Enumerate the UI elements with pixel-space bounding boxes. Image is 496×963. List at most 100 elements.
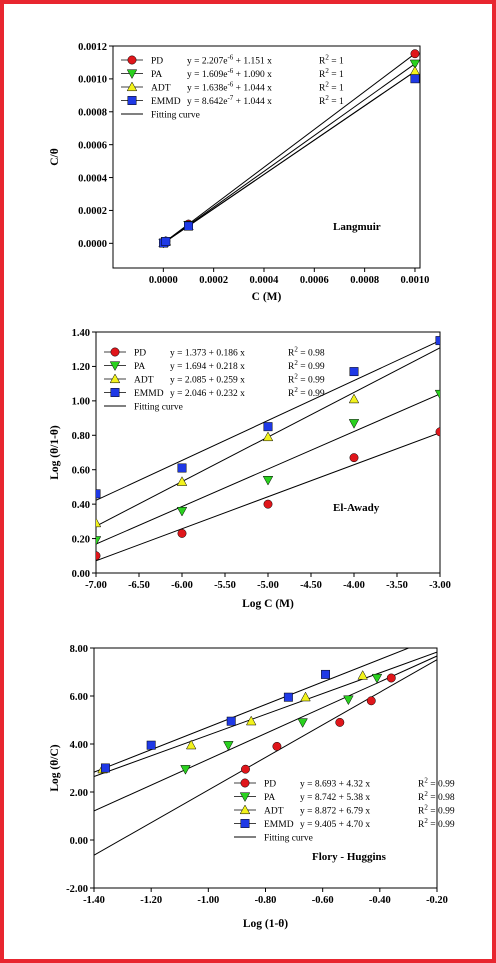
point-pa (223, 741, 234, 751)
legend-equation-base: y = 8.693 + 4.32 x (300, 779, 370, 789)
legend-r-exponent: 2 (424, 790, 428, 798)
plot-frame (112, 45, 421, 269)
legend-equation-base: y = 8.872 + 6.79 x (300, 806, 370, 816)
legend-marker-pd (127, 55, 137, 65)
point-pa (348, 419, 360, 429)
legend-r-label: R (418, 820, 425, 830)
point-emmd (184, 221, 193, 231)
y-tick-label: 0.60 (72, 466, 90, 477)
legend-marker-emmd (110, 388, 120, 397)
legend-equation: y = 2.207e-6 + 1.151 x (187, 53, 272, 66)
legend-r-exponent: 2 (294, 359, 298, 367)
point-pa (96, 536, 102, 546)
point-adt (409, 65, 420, 76)
y-tick-label: 0.0008 (78, 108, 107, 119)
legend-equation: y = 1.638e-6 + 1.044 x (187, 80, 272, 93)
legend-r-exponent: 2 (325, 80, 329, 88)
point-pa (409, 59, 420, 70)
legend-equation: y = 9.405 + 4.70 x (300, 820, 370, 830)
x-tick-label: 0.0006 (300, 275, 329, 286)
legend-r-label: R (288, 389, 295, 399)
point-pd (335, 717, 345, 727)
x-tick-label: -1.40 (83, 895, 105, 906)
legend-equation-base: y = 2.085 + 0.259 x (170, 375, 245, 385)
y-tick-label: 0.00 (72, 569, 90, 580)
x-tick-label: -0.20 (426, 895, 448, 906)
legend-r-label: R (319, 70, 326, 80)
legend-r-exponent: 2 (294, 345, 298, 353)
y-axis-label: C/θ (49, 148, 61, 166)
y-tick-label: 1.40 (72, 328, 90, 339)
fit-line-pa (163, 63, 416, 244)
legend-series-name: ADT (151, 83, 171, 93)
y-tick-label: 0.40 (72, 500, 90, 511)
x-tick-label: -1.00 (197, 895, 219, 906)
legend-r-label: R (319, 97, 326, 107)
point-pa (371, 673, 383, 684)
legend-equation-base: y = 1.694 + 0.218 x (170, 362, 245, 372)
fit-line-adt (94, 659, 437, 856)
legend-r-squared: R2 = 0.99 (288, 359, 325, 372)
point-adt (357, 670, 368, 680)
legend-equation: y = 1.694 + 0.218 x (170, 362, 245, 372)
x-tick-label: -6.50 (128, 580, 150, 591)
legend-r-squared: R2 = 0.99 (288, 372, 325, 385)
fit-line-pd (96, 432, 440, 562)
legend-r-value: = 0.99 (298, 389, 325, 399)
point-pa (343, 695, 354, 706)
legend-equation-exponent: -7 (227, 94, 233, 102)
chart-el-awady: -7.00 -6.50 -6.00 -5.50 -5.00 -4.50 -4.00 -3.50… (49, 328, 451, 610)
legend-series-name: PD (264, 779, 276, 789)
legend-r-value: = 0.99 (298, 375, 325, 385)
point-pd (386, 673, 396, 683)
x-tick-label: 0.0004 (250, 275, 280, 286)
point-pd (96, 551, 101, 561)
legend-equation: y = 1.373 + 0.186 x (170, 348, 245, 358)
y-tick-label: 1.00 (72, 397, 90, 408)
legend-series-name: PD (151, 56, 163, 66)
x-tick-label: -4.50 (300, 580, 322, 591)
legend-r-exponent: 2 (294, 386, 298, 394)
legend-series-name: PA (134, 362, 145, 372)
y-tick-label: 2.00 (70, 788, 88, 799)
legend-r-value: = 1 (329, 83, 344, 93)
legend-r-exponent: 2 (325, 53, 329, 61)
point-adt (245, 715, 257, 726)
point-emmd (263, 422, 273, 432)
legend-marker-adt (126, 81, 138, 92)
legend-equation: y = 2.085 + 0.259 x (170, 375, 245, 385)
point-emmd (226, 716, 236, 726)
legend-equation-base: y = 2.207e (187, 56, 227, 66)
legend-series-name: PD (134, 348, 146, 358)
point-pd (435, 427, 440, 437)
point-emmd (410, 74, 420, 84)
legend-series-name: EMMD (264, 820, 294, 830)
x-tick-label: -6.00 (171, 580, 193, 591)
legend-r-value: = 0.98 (298, 348, 325, 358)
data-layer (158, 49, 420, 249)
fit-line-emmd (96, 340, 440, 501)
legend-marker-pd (240, 778, 250, 788)
point-emmd (161, 237, 171, 246)
legend-r-value: = 0.99 (428, 806, 455, 816)
point-pa (262, 475, 274, 486)
legend-r-label: R (418, 779, 425, 789)
y-tick-label: 6.00 (70, 692, 88, 703)
plot-frame (95, 331, 441, 574)
point-pd (366, 696, 376, 706)
point-emmd (96, 489, 101, 499)
y-tick-label: 0.80 (72, 431, 90, 442)
legend-equation-exponent: -6 (227, 67, 233, 75)
legend-r-label: R (288, 375, 295, 385)
point-adt (96, 517, 102, 528)
legend-fit-label: Fitting curve (134, 402, 183, 412)
legend-r-exponent: 2 (325, 67, 329, 75)
legend-equation: y = 8.642e-7 + 1.044 x (187, 94, 272, 107)
x-tick-label: 0.0002 (199, 275, 228, 286)
y-tick-label: 0.0002 (78, 206, 107, 217)
y-tick-label: 0.0006 (78, 140, 107, 151)
legend-r-exponent: 2 (325, 94, 329, 102)
